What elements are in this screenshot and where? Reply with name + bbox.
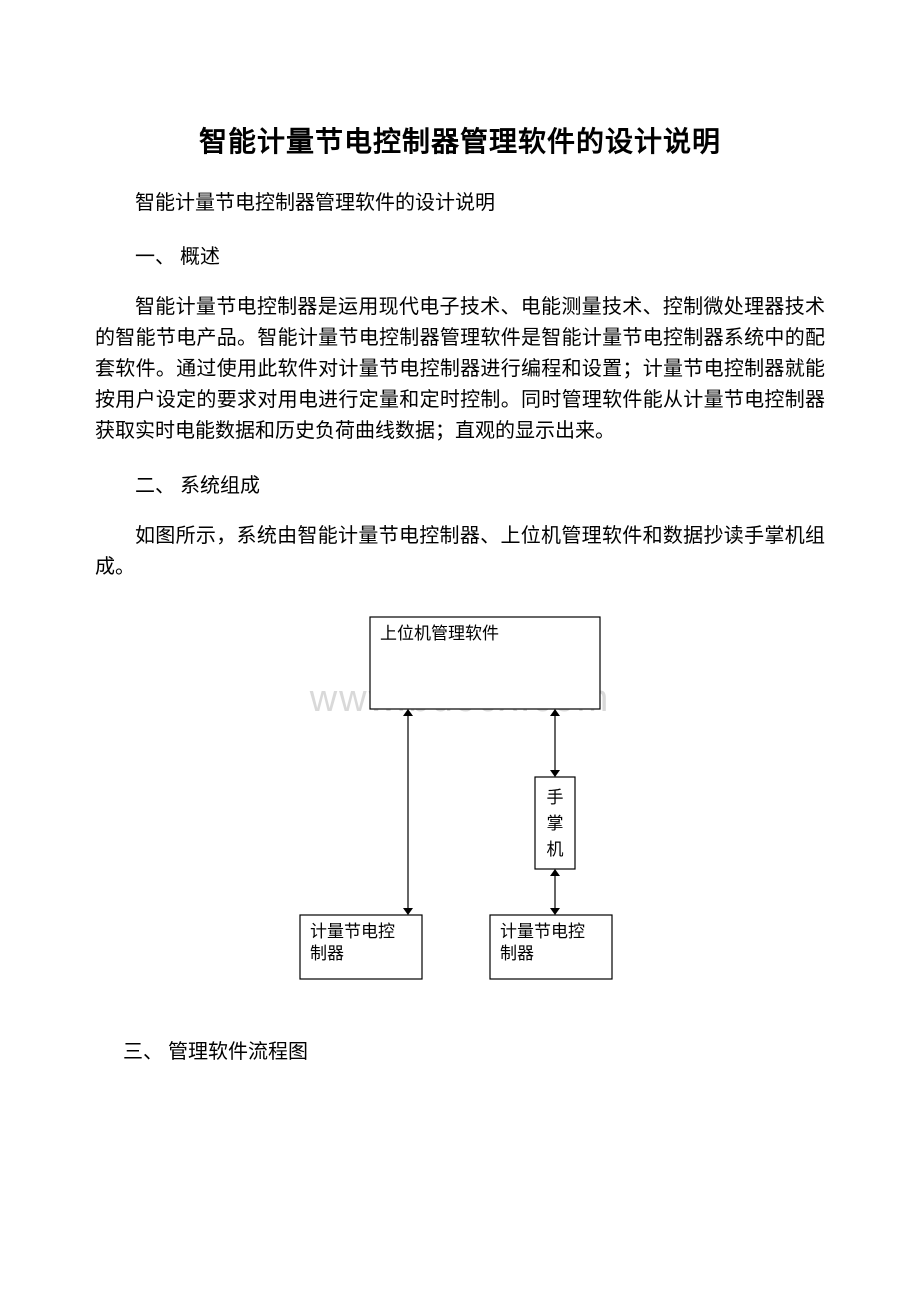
svg-text:掌: 掌 — [547, 814, 564, 833]
system-diagram: 上位机管理软件手掌机计量节电控制器 计量节电控制器 — [95, 607, 825, 997]
svg-text:手: 手 — [547, 788, 564, 807]
subtitle: 智能计量节电控制器管理软件的设计说明 — [95, 188, 825, 218]
section-1-heading: 一、 概述 — [95, 242, 825, 272]
system-diagram-svg: 上位机管理软件手掌机计量节电控制器 计量节电控制器 — [280, 607, 640, 997]
svg-text:制器: 制器 — [310, 944, 344, 963]
section-2-heading: 二、 系统组成 — [95, 471, 825, 501]
svg-text:制器: 制器 — [500, 944, 534, 963]
section-1-body: 智能计量节电控制器是运用现代电子技术、电能测量技术、控制微处理器技术的智能节电产… — [95, 292, 825, 447]
svg-text:计量节电控: 计量节电控 — [500, 922, 585, 941]
page-title: 智能计量节电控制器管理软件的设计说明 — [95, 120, 825, 160]
section-2-body: 如图所示，系统由智能计量节电控制器、上位机管理软件和数据抄读手掌机组成。 — [95, 521, 825, 583]
svg-text:机: 机 — [547, 840, 564, 859]
section-3-heading: 三、 管理软件流程图 — [123, 1037, 825, 1067]
svg-text:计量节电控: 计量节电控 — [310, 922, 395, 941]
svg-text:上位机管理软件: 上位机管理软件 — [380, 624, 499, 643]
